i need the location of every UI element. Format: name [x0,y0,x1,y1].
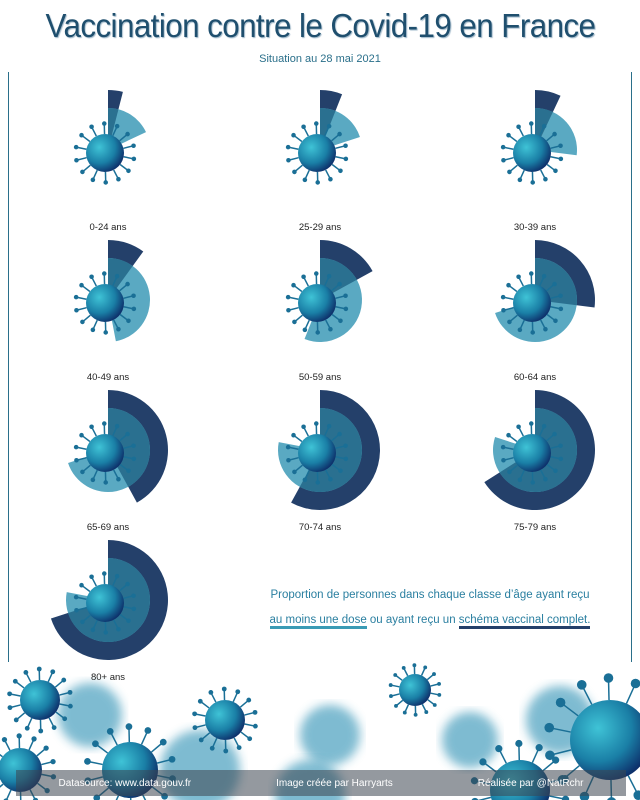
subtitle: Situation au 28 mai 2021 [259,53,381,65]
chart-cell: 65-69 ans [68,390,169,533]
virus-icon [500,421,564,485]
footer-author: Réalisée par @NatRchr [477,777,584,789]
category-label: 80+ ans [91,672,125,683]
footer-source: Datasource: www.data.gouv.fr [58,777,192,789]
virus-icon [500,121,564,185]
virus-icon [73,271,137,335]
left-border [8,72,9,662]
virus-decoration-icon [388,663,442,717]
legend-complete: schéma vaccinal complet. [458,614,591,629]
virus-icon [285,271,349,335]
virus-decoration-icon [544,673,640,800]
virus-icon [73,121,137,185]
right-border [631,72,632,662]
chart-cell: 40-49 ans [73,240,151,383]
blurred-virus-decoration [442,712,498,768]
virus-icon [73,571,137,635]
category-label: 40-49 ans [87,372,130,383]
chart-cell: 30-39 ans [500,90,577,233]
chart-cell: 25-29 ans [285,90,360,233]
chart-cell: 70-74 ans [277,390,380,533]
virus-icon [285,121,349,185]
virus-icon [500,271,564,335]
chart-cell: 0-24 ans [73,90,147,233]
chart-cell: 50-59 ans [285,240,373,383]
category-label: 75-79 ans [514,522,557,533]
page-title-container: Vaccination contre le Covid-19 en France [0,6,640,46]
legend-one-dose: au moins une dose [269,614,367,629]
chart-cell: 80+ ans [50,540,168,683]
blurred-virus-decoration [58,683,122,747]
category-label: 70-74 ans [299,522,342,533]
chart-cell: 75-79 ans [484,390,595,533]
footer-image-credit: Image créée par Harryarts [276,777,393,789]
category-label: 60-64 ans [514,372,557,383]
virus-icon [285,421,349,485]
page-title: Vaccination contre le Covid-19 en France [45,7,596,44]
category-label: 65-69 ans [87,522,130,533]
footer: Datasource: www.data.gouv.fr Image créée… [16,770,626,796]
category-label: 30-39 ans [514,222,557,233]
legend-mid: ou ayant reçu un [366,614,459,626]
blurred-virus-decoration [300,705,360,765]
category-label: 50-59 ans [299,372,342,383]
virus-decoration-icon [192,686,258,754]
category-label: 25-29 ans [299,222,342,233]
legend-line1: Proportion de personnes dans chaque clas… [270,589,590,601]
virus-icon [73,421,137,485]
legend: Proportion de personnes dans chaque clas… [230,583,630,633]
category-label: 0-24 ans [90,222,127,233]
chart-cell: 60-64 ans [495,240,595,383]
virus-decoration-icon [7,666,73,734]
